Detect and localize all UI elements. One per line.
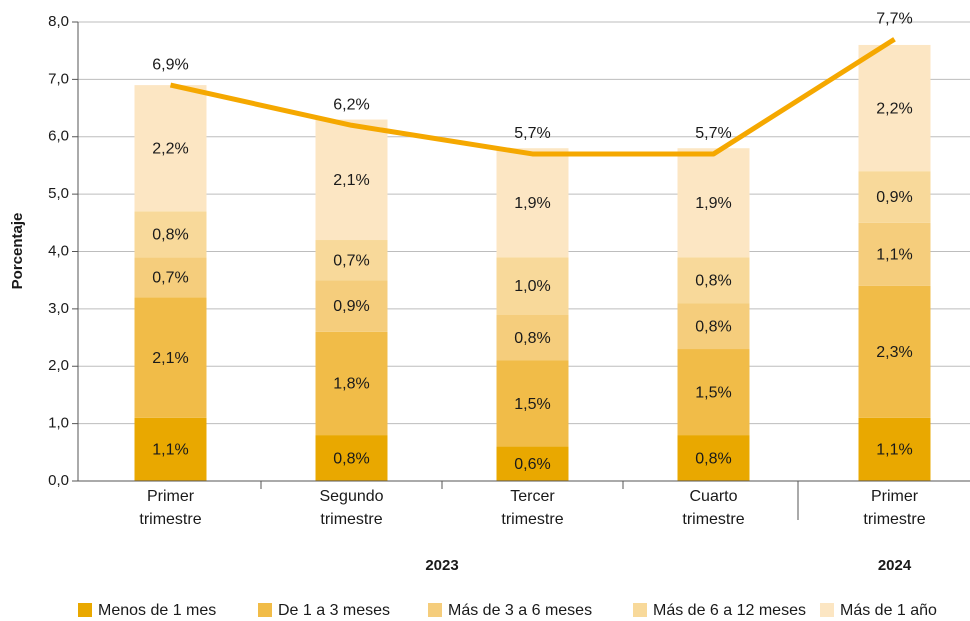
line-label: 6,2% <box>333 96 369 113</box>
value-label: 0,8% <box>695 272 731 289</box>
legend-swatch <box>633 603 647 617</box>
legend-swatch <box>428 603 442 617</box>
bar-segment <box>134 257 207 298</box>
value-label: 1,1% <box>152 442 188 459</box>
legend-label: Menos de 1 mes <box>98 602 216 619</box>
y-axis-label: Porcentaje <box>9 213 26 290</box>
value-label: 0,8% <box>152 227 188 244</box>
value-label: 0,8% <box>695 318 731 335</box>
y-tick-label: 8,0 <box>48 13 69 30</box>
y-tick-label: 6,0 <box>48 128 69 145</box>
legend-label: Más de 6 a 12 meses <box>653 602 806 619</box>
value-label: 0,9% <box>333 298 369 315</box>
value-label: 2,1% <box>333 172 369 189</box>
x-tick-label: trimestre <box>682 511 744 528</box>
bar-segment <box>134 211 207 258</box>
y-tick-label: 7,0 <box>48 70 69 87</box>
bar-segment <box>134 85 207 212</box>
x-tick-label: trimestre <box>139 511 201 528</box>
x-tick-label: Primer <box>147 488 195 505</box>
value-label: 2,3% <box>876 344 912 361</box>
bar-segment <box>315 119 388 241</box>
value-label: 0,6% <box>514 456 550 473</box>
value-label: 0,8% <box>695 450 731 467</box>
x-tick-label: trimestre <box>501 511 563 528</box>
x-tick-label: Tercer <box>510 488 555 505</box>
value-label: 1,1% <box>876 247 912 264</box>
line-label: 5,7% <box>695 125 731 142</box>
y-tick-label: 2,0 <box>48 357 69 374</box>
bar-segment <box>677 435 750 481</box>
bar-segment <box>496 360 569 447</box>
value-label: 1,0% <box>514 278 550 295</box>
value-label: 2,1% <box>152 350 188 367</box>
bar-segment <box>677 303 750 350</box>
value-label: 0,7% <box>333 252 369 269</box>
bar-segment <box>858 222 931 286</box>
x-tick-label: Cuarto <box>689 488 737 505</box>
legend-label: Más de 3 a 6 meses <box>448 602 592 619</box>
value-label: 1,9% <box>514 195 550 212</box>
bar-segment <box>134 417 207 481</box>
bar-segment <box>677 257 750 304</box>
line-label: 5,7% <box>514 125 550 142</box>
bar-segment <box>858 44 931 172</box>
bar-segment <box>496 257 569 315</box>
value-label: 1,8% <box>333 376 369 393</box>
value-label: 1,1% <box>876 442 912 459</box>
value-label: 1,5% <box>695 384 731 401</box>
total-line <box>169 37 896 157</box>
bar-segment <box>858 171 931 223</box>
value-label: 0,7% <box>152 270 188 287</box>
bar-segment <box>858 285 931 418</box>
bar-segment <box>315 280 388 332</box>
legend-swatch <box>78 603 92 617</box>
bar-segment <box>315 435 388 481</box>
legend-swatch <box>820 603 834 617</box>
bar-segment <box>134 297 207 418</box>
legend-swatch <box>258 603 272 617</box>
x-tick-label: Primer <box>871 488 919 505</box>
bar-segment <box>315 240 388 281</box>
bar-segment <box>677 349 750 436</box>
line-label: 6,9% <box>152 56 188 73</box>
y-tick-label: 0,0 <box>48 472 69 489</box>
group-label: 2024 <box>878 557 912 574</box>
y-tick-label: 4,0 <box>48 242 69 259</box>
y-tick-label: 3,0 <box>48 300 69 317</box>
value-label: 2,2% <box>876 100 912 117</box>
value-label: 0,9% <box>876 189 912 206</box>
bar-segment <box>315 331 388 436</box>
x-tick-label: trimestre <box>320 511 382 528</box>
group-label: 2023 <box>425 557 458 574</box>
x-tick-label: trimestre <box>863 511 925 528</box>
value-label: 1,9% <box>695 195 731 212</box>
value-label: 1,5% <box>514 396 550 413</box>
y-tick-label: 5,0 <box>48 185 69 202</box>
line-label: 7,7% <box>876 10 912 27</box>
y-tick-label: 1,0 <box>48 415 69 432</box>
x-tick-label: Segundo <box>319 488 383 505</box>
value-label: 0,8% <box>514 330 550 347</box>
legend-label: De 1 a 3 meses <box>278 602 390 619</box>
legend-label: Más de 1 año <box>840 602 937 619</box>
bar-segment <box>677 148 750 258</box>
bar-segment <box>496 446 569 481</box>
bar-segment <box>496 314 569 361</box>
value-label: 2,2% <box>152 140 188 157</box>
bar-segment <box>858 417 931 481</box>
value-label: 0,8% <box>333 450 369 467</box>
bar-segment <box>496 148 569 258</box>
